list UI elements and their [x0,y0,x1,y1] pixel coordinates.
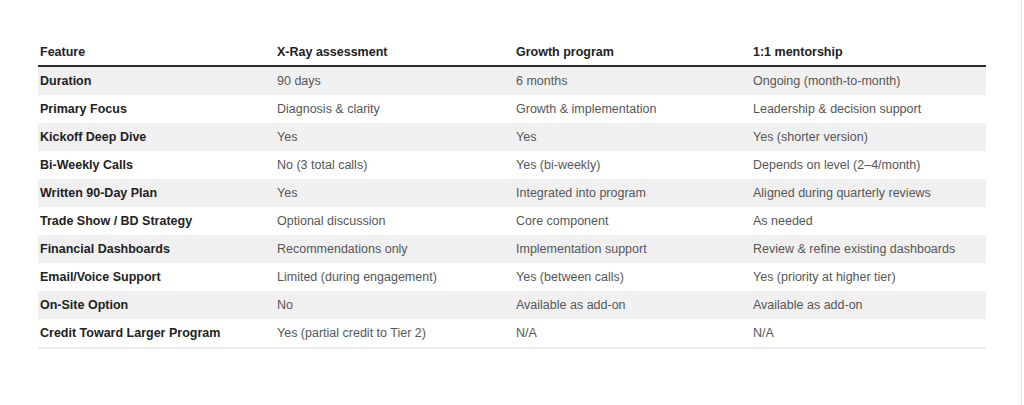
column-header-xray-assessment: X-Ray assessment [275,38,514,66]
value-cell: Ongoing (month-to-month) [751,66,986,95]
value-cell: Yes (bi-weekly) [514,151,751,179]
value-cell: Yes (partial credit to Tier 2) [275,319,514,348]
feature-cell: Written 90-Day Plan [38,179,275,207]
feature-cell: Financial Dashboards [38,235,275,263]
feature-cell: Trade Show / BD Strategy [38,207,275,235]
table-row-biweekly-calls: Bi-Weekly Calls No (3 total calls) Yes (… [38,151,986,179]
value-cell: Diagnosis & clarity [275,95,514,123]
feature-cell: Bi-Weekly Calls [38,151,275,179]
value-cell: Aligned during quarterly reviews [751,179,986,207]
feature-cell: Duration [38,66,275,95]
value-cell: Yes (priority at higher tier) [751,263,986,291]
value-cell: Core component [514,207,751,235]
value-cell: 6 months [514,66,751,95]
value-cell: As needed [751,207,986,235]
value-cell: Yes (shorter version) [751,123,986,151]
feature-cell: Primary Focus [38,95,275,123]
table-row-primary-focus: Primary Focus Diagnosis & clarity Growth… [38,95,986,123]
value-cell: N/A [514,319,751,348]
value-cell: No (3 total calls) [275,151,514,179]
value-cell: Yes (between calls) [514,263,751,291]
value-cell: Implementation support [514,235,751,263]
table-row-kickoff-deep-dive: Kickoff Deep Dive Yes Yes Yes (shorter v… [38,123,986,151]
value-cell: Available as add-on [751,291,986,319]
value-cell: Depends on level (2–4/month) [751,151,986,179]
table-row-duration: Duration 90 days 6 months Ongoing (month… [38,66,986,95]
header-row: Feature X-Ray assessment Growth program … [38,38,986,66]
feature-cell: Credit Toward Larger Program [38,319,275,348]
table-row-financial-dashboards: Financial Dashboards Recommendations onl… [38,235,986,263]
value-cell: 90 days [275,66,514,95]
table-row-email-voice-support: Email/Voice Support Limited (during enga… [38,263,986,291]
value-cell: Available as add-on [514,291,751,319]
table-row-credit-toward-larger-program: Credit Toward Larger Program Yes (partia… [38,319,986,348]
right-edge-divider [1021,0,1022,405]
value-cell: Integrated into program [514,179,751,207]
value-cell: Yes [275,123,514,151]
value-cell: Optional discussion [275,207,514,235]
value-cell: Leadership & decision support [751,95,986,123]
feature-cell: Kickoff Deep Dive [38,123,275,151]
comparison-table: Feature X-Ray assessment Growth program … [38,38,986,349]
column-header-growth-program: Growth program [514,38,751,66]
feature-cell: On-Site Option [38,291,275,319]
column-header-feature: Feature [38,38,275,66]
value-cell: Review & refine existing dashboards [751,235,986,263]
page: Feature X-Ray assessment Growth program … [0,0,1024,405]
value-cell: No [275,291,514,319]
value-cell: Recommendations only [275,235,514,263]
value-cell: N/A [751,319,986,348]
table-row-trade-show-bd-strategy: Trade Show / BD Strategy Optional discus… [38,207,986,235]
column-header-mentorship: 1:1 mentorship [751,38,986,66]
value-cell: Yes [275,179,514,207]
feature-cell: Email/Voice Support [38,263,275,291]
table-row-written-90-day-plan: Written 90-Day Plan Yes Integrated into … [38,179,986,207]
value-cell: Growth & implementation [514,95,751,123]
table-row-on-site-option: On-Site Option No Available as add-on Av… [38,291,986,319]
value-cell: Limited (during engagement) [275,263,514,291]
value-cell: Yes [514,123,751,151]
